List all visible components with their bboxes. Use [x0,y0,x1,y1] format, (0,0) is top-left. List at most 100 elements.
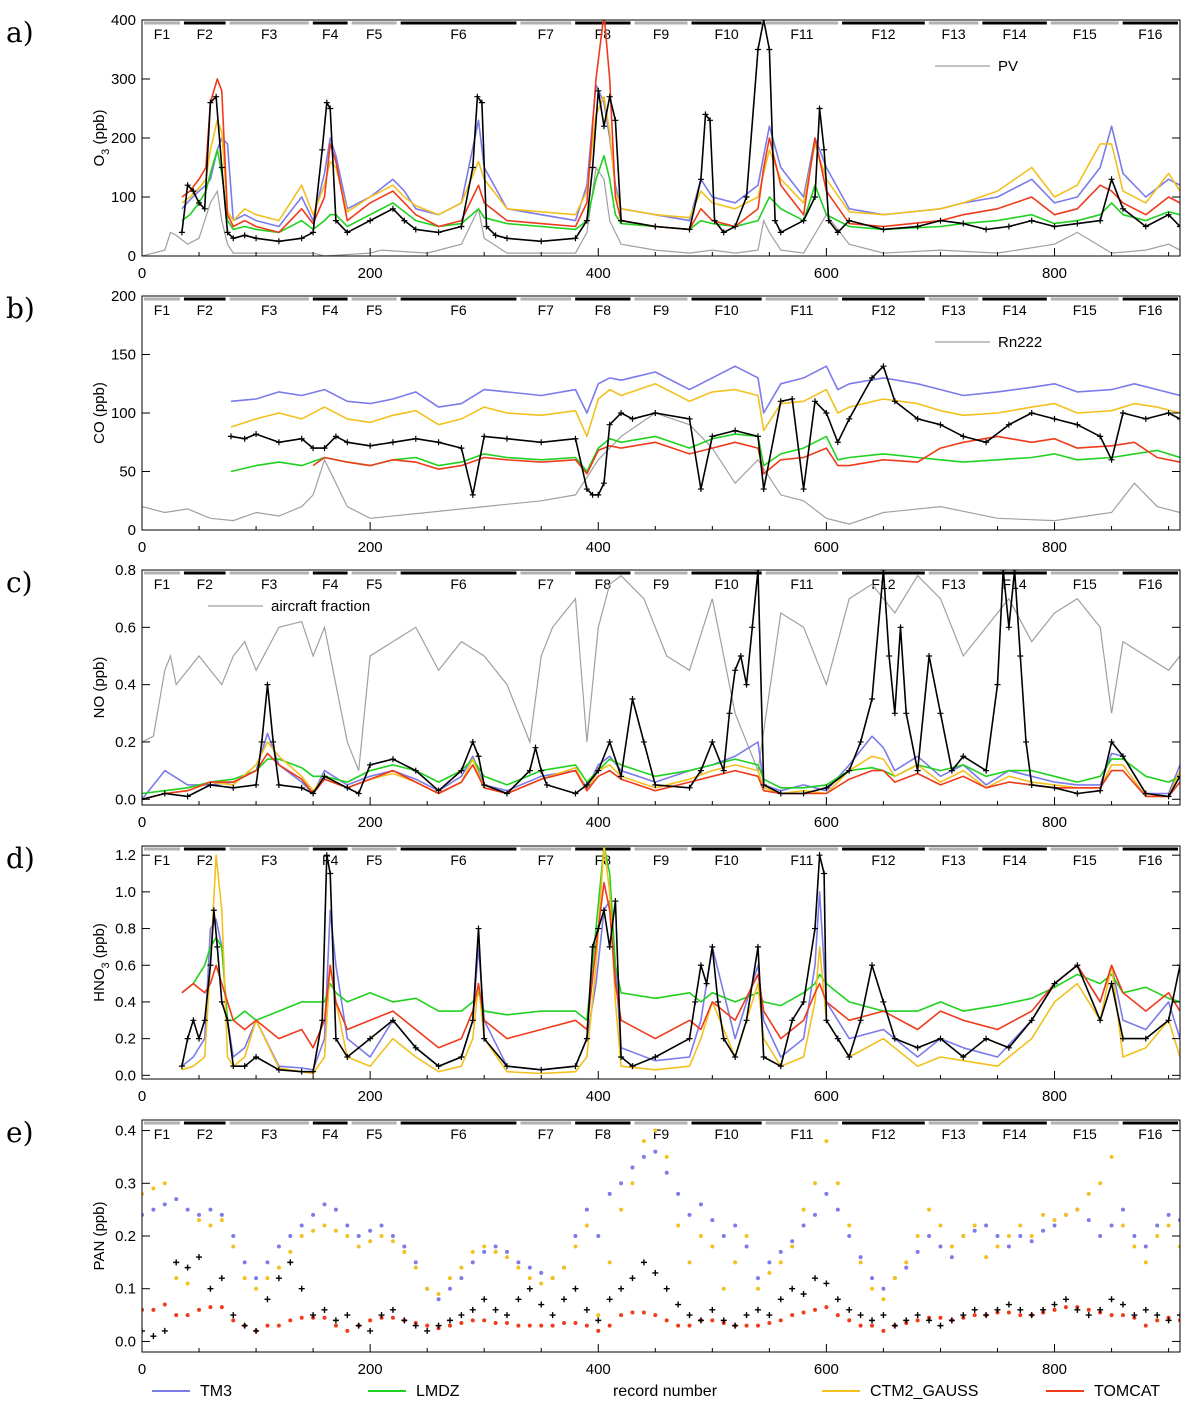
data-point [368,1318,373,1323]
data-point [778,1318,783,1323]
data-point [447,1323,452,1328]
data-point [697,1317,704,1324]
legend-label-tm3: TM3 [200,1383,232,1400]
data-point [275,1066,282,1073]
data-point [630,1165,635,1170]
data-point [185,1207,190,1212]
data-point [904,1265,909,1270]
data-point [412,226,419,233]
data-point [823,1017,830,1024]
data-point [711,217,718,224]
data-point [653,1313,658,1318]
data-point [754,1306,761,1313]
axes-frame [141,569,1181,806]
data-point [162,1202,167,1207]
data-point [777,229,784,236]
data-point [589,943,596,950]
reference-legend-label: PV [998,58,1018,75]
data-point [1132,1234,1137,1238]
flight-label: F2 [197,852,214,868]
data-point [1119,205,1126,212]
data-point [482,1318,487,1323]
data-point [379,1223,384,1228]
data-point [886,652,893,659]
data-point [481,1296,488,1303]
data-point [816,852,823,859]
data-point [743,194,750,200]
data-point [332,1035,339,1042]
flight-label: F16 [1138,26,1162,42]
data-point [299,1234,304,1238]
data-point [310,229,317,236]
data-point [589,491,596,498]
data-point [949,1255,954,1260]
data-point [323,99,330,106]
data-point [732,667,739,674]
data-point [1109,1313,1114,1318]
panel-label: d) [6,842,35,875]
data-point [938,1244,943,1249]
data-point [686,226,693,233]
data-point [589,164,596,171]
data-point [697,486,704,493]
flight-label: F14 [1003,576,1027,592]
data-point [1051,784,1058,791]
data-point [652,223,659,230]
data-point [253,431,260,438]
data-point [720,767,727,774]
data-point [321,1306,328,1313]
data-point [459,1321,464,1325]
data-point [606,1296,613,1303]
data-point [504,1312,511,1319]
data-point [481,1035,488,1042]
flight-label: F8 [595,302,612,318]
data-point [367,761,374,768]
data-point [275,238,282,245]
data-point [1177,773,1180,780]
x-tick-label: 400 [586,1361,611,1378]
reference-legend-label: aircraft fraction [271,598,370,615]
data-point [618,773,625,780]
panel-a: F1 F2 F3 F4 F5 F6 F7 F8 F9 F10 F11 F12 F13 F14 F15 F16 P… [6,12,1181,282]
data-point [664,1170,669,1175]
x-tick-label: 0 [138,1361,146,1378]
data-point [389,439,396,446]
data-point [760,1053,767,1060]
data-point [390,1239,395,1244]
data-point [321,773,328,780]
data-point [197,1218,202,1223]
data-point [151,1207,156,1212]
data-point [720,1317,727,1324]
data-point [1029,1239,1034,1244]
flight-label: F1 [154,576,171,592]
observation-markers [178,852,1180,1075]
data-point [1074,962,1081,969]
data-point [367,217,374,224]
flight-bar: F1 F2 F3 F4 F5 F6 F7 F8 F9 F10 F11 F12 F13 F14 F15 F16 [144,21,1178,42]
data-point [474,93,481,100]
data-point [214,943,221,950]
data-point [583,217,590,224]
reference-line [142,165,1180,256]
data-point [755,1286,760,1291]
data-point [355,790,362,797]
flight-label: F3 [261,1126,278,1142]
data-point [142,1327,145,1334]
data-point [847,1234,852,1238]
data-point [618,217,625,224]
flight-label: F5 [366,26,383,42]
data-point [1119,1301,1126,1308]
data-point [549,1312,556,1319]
data-point [276,1323,281,1328]
data-point [401,217,408,224]
data-point [402,1244,407,1249]
data-point [573,1321,578,1325]
data-point [812,1181,817,1186]
data-point [686,784,693,791]
data-point [825,217,832,224]
data-point [1062,1296,1069,1303]
series-observations [142,1254,1180,1340]
y-tick-label: 0.6 [115,957,136,974]
flight-label: F16 [1138,852,1162,868]
data-point [161,790,168,797]
